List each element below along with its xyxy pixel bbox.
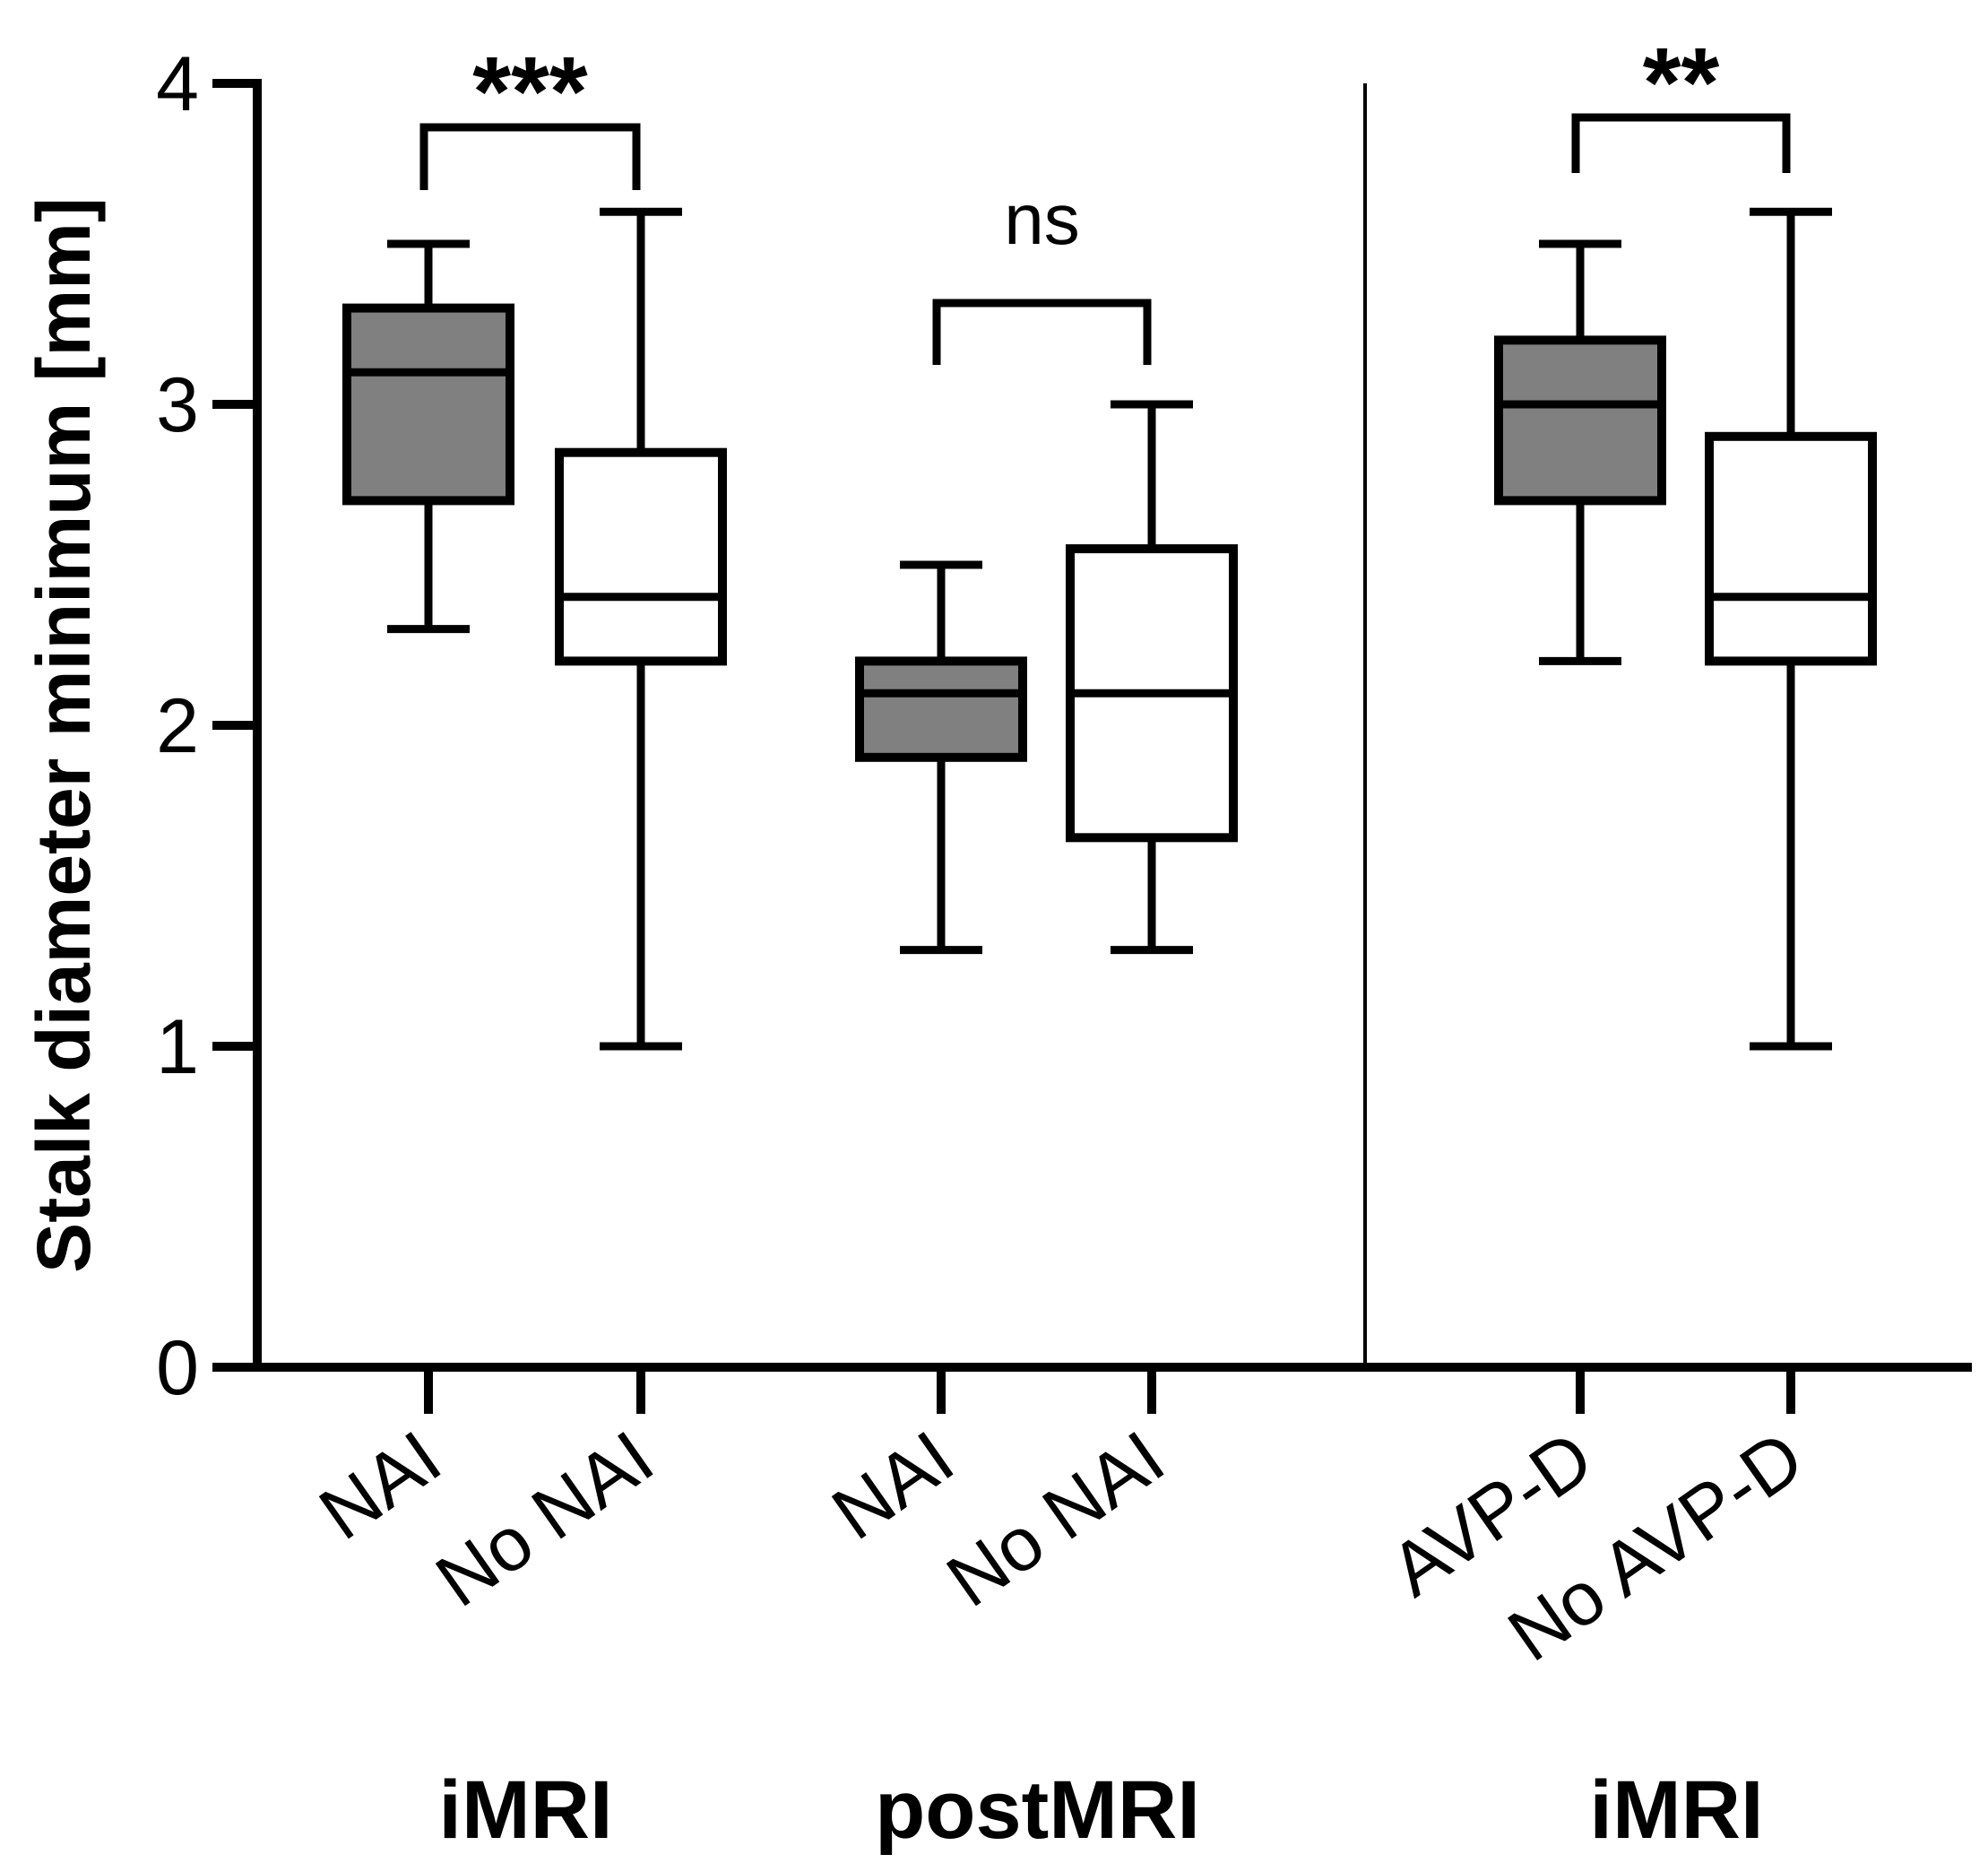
comparison-bracket: ns: [932, 179, 1152, 365]
box-6: [1705, 207, 1877, 1051]
y-tick-label: 1: [156, 1004, 199, 1090]
group-label: iMRI: [1589, 1764, 1763, 1856]
box-5: [1494, 239, 1666, 665]
y-tick-label: 0: [156, 1325, 199, 1411]
x-tick-label: No NAI: [932, 1415, 1180, 1623]
box-4: [1066, 400, 1238, 955]
box-iqr: [555, 447, 727, 666]
box-3: [855, 560, 1027, 955]
bracket-line: [1571, 113, 1791, 173]
significance-label: ***: [472, 37, 588, 147]
y-tick-label: 4: [156, 41, 199, 127]
group-label: iMRI: [438, 1764, 612, 1856]
x-tick-label: NAI: [305, 1415, 456, 1555]
box-iqr: [1705, 431, 1877, 666]
box-2: [555, 207, 727, 1051]
group-label: postMRI: [875, 1764, 1200, 1856]
y-tick-label: 3: [156, 362, 199, 448]
box-iqr: [1494, 335, 1666, 506]
y-tick-label: 2: [156, 683, 199, 769]
significance-label: **: [1643, 28, 1720, 138]
axes: [212, 79, 1972, 1414]
x-tick-label: NAI: [817, 1415, 969, 1555]
significance-label: ns: [1004, 179, 1080, 259]
comparison-bracket: **: [1571, 28, 1791, 173]
x-tick-label: No NAI: [421, 1415, 669, 1623]
comparison-bracket: ***: [419, 37, 641, 190]
bracket-line: [419, 123, 641, 190]
box-iqr: [342, 303, 514, 506]
boxes: [342, 207, 1877, 1051]
bracket-line: [932, 299, 1152, 365]
significance-brackets: *** ns **: [419, 28, 1791, 365]
box-iqr: [855, 656, 1027, 762]
box-1: [342, 239, 514, 634]
y-axis-label: Stalk diameter minimum [mm]: [22, 197, 106, 1273]
